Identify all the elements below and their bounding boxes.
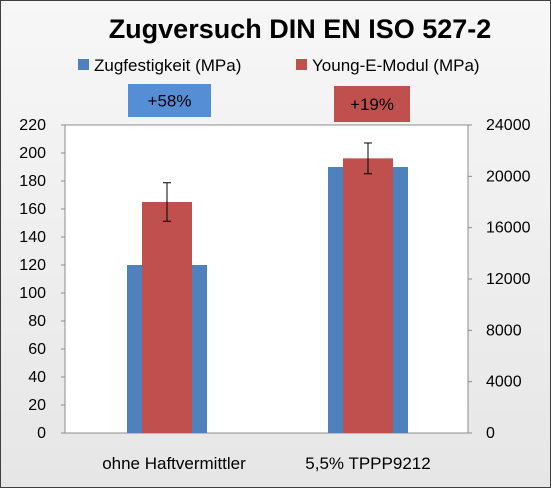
callouts: +58% +19% — [128, 84, 410, 122]
chart-title: Zugversuch DIN EN ISO 527-2 — [109, 14, 492, 44]
error-bar-1 — [364, 142, 372, 175]
legend-swatch-zugfestigkeit — [78, 59, 89, 70]
left-tick-label: 220 — [19, 117, 46, 134]
right-tick-label: 8000 — [486, 322, 522, 339]
right-tick-label: 12000 — [486, 271, 531, 288]
right-tick-label: 20000 — [486, 168, 531, 185]
right-tick-label: 0 — [486, 425, 495, 442]
right-tick-label: 4000 — [486, 374, 522, 391]
legend: Zugfestigkeit (MPa) Young-E-Modul (MPa) — [78, 56, 480, 75]
callout-label: +58% — [148, 92, 192, 111]
left-axis: 0 20 40 60 80 100 120 140 160 180 200 220 — [19, 117, 65, 442]
callout-1: +19% — [334, 86, 410, 122]
bars — [127, 158, 408, 433]
right-tick-label: 24000 — [486, 117, 531, 134]
category-label-ohne-haftvermittler: ohne Haftvermittler — [102, 454, 246, 473]
left-tick-label: 80 — [28, 313, 46, 330]
left-tick-label: 40 — [28, 369, 46, 386]
legend-swatch-young-e-modul — [296, 59, 307, 70]
bar-young-e-modul-1 — [343, 158, 393, 433]
left-tick-label: 0 — [37, 425, 46, 442]
left-tick-label: 160 — [19, 201, 46, 218]
left-tick-label: 180 — [19, 173, 46, 190]
category-label-tppp9212: 5,5% TPPP9212 — [305, 454, 430, 473]
legend-label-young-e-modul: Young-E-Modul (MPa) — [312, 56, 480, 75]
legend-label-zugfestigkeit: Zugfestigkeit (MPa) — [94, 56, 241, 75]
callout-label: +19% — [350, 95, 394, 114]
left-tick-label: 200 — [19, 145, 46, 162]
left-tick-label: 20 — [28, 397, 46, 414]
error-bars — [163, 142, 372, 222]
callout-box — [334, 86, 410, 122]
callout-0: +58% — [128, 84, 211, 117]
left-tick-label: 140 — [19, 229, 46, 246]
bar-young-e-modul-0 — [142, 202, 192, 433]
error-bar-0 — [163, 182, 171, 222]
left-tick-label: 60 — [28, 341, 46, 358]
callout-box — [128, 84, 211, 117]
right-axis: 0 4000 8000 12000 16000 20000 24000 — [468, 117, 531, 442]
right-tick-label: 16000 — [486, 220, 531, 237]
left-tick-label: 120 — [19, 257, 46, 274]
left-tick-label: 100 — [19, 285, 46, 302]
